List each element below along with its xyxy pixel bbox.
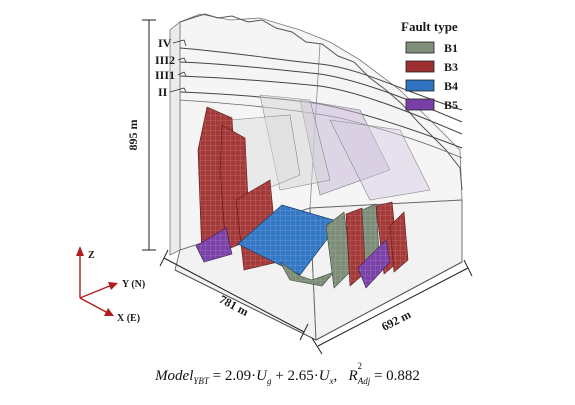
legend-label-b1: B1 — [444, 41, 458, 55]
fault-b5-left — [195, 227, 233, 263]
layer-label-iii2: III2 — [155, 53, 175, 67]
formula-dot1: · — [251, 368, 257, 384]
formula-var1-sub: g — [266, 376, 272, 386]
fault-transparent-2 — [259, 94, 331, 191]
width-y-tick-left — [311, 337, 323, 355]
formula-var1: U — [256, 368, 267, 384]
fault-b3-right-3 — [389, 211, 409, 273]
formula-coef1: 2.09 — [224, 368, 252, 384]
legend-items: B1 B3 B4 B5 — [405, 41, 458, 112]
leader-iii1 — [177, 71, 187, 77]
stratum-iv — [179, 47, 463, 111]
terrain-profile — [179, 13, 463, 191]
width-y-line — [317, 267, 469, 347]
legend-title: Fault type — [401, 19, 458, 34]
formula-plus: + — [275, 368, 288, 384]
formula-var2-sub: x — [329, 376, 334, 386]
z-axis-arrow — [76, 246, 84, 256]
leader-iii2 — [177, 57, 187, 63]
x-axis-line — [79, 297, 109, 314]
y-axis-arrow — [108, 282, 118, 290]
width-x-tick-left — [159, 249, 169, 267]
formula-var2: U — [318, 368, 330, 384]
formula-r2-sub: Adj — [357, 376, 371, 386]
x-axis-label: X (E) — [117, 313, 140, 324]
legend-swatch-b4 — [405, 79, 435, 92]
layer-label-iv: IV — [158, 36, 172, 50]
height-label: 895 m — [126, 120, 140, 151]
formula-r2-value: 0.882 — [386, 368, 420, 384]
formula-r2-sup: 2 — [357, 361, 363, 371]
coordinate-axes: Z Y (N) X (E) — [76, 246, 145, 324]
legend: Fault type B1 B3 B4 B5 — [401, 19, 458, 112]
formula-equals: = — [212, 368, 225, 384]
layer-label-ii: II — [158, 85, 168, 99]
formula-lhs-sub: YBT — [193, 376, 209, 386]
formula-r2-label: R — [348, 368, 358, 384]
y-axis-label: Y (N) — [122, 279, 145, 290]
layer-labels: IV III2 III1 II — [155, 36, 187, 99]
fault-transparent-3 — [329, 119, 431, 201]
leader-ii — [169, 87, 187, 93]
formula-coef2: 2.65 — [287, 368, 314, 384]
formula-lhs: Model — [155, 368, 194, 384]
legend-swatch-b3 — [405, 60, 435, 73]
layer-label-iii1: III1 — [155, 68, 175, 82]
fault-planes — [195, 94, 431, 289]
z-axis-label: Z — [88, 250, 95, 261]
fault-b5-right — [357, 239, 391, 289]
legend-label-b4: B4 — [444, 79, 458, 93]
leader-iv — [172, 39, 187, 47]
height-dimension: 895 m — [126, 19, 156, 251]
formula-dot2: · — [313, 368, 319, 384]
width-x-line — [163, 257, 305, 333]
formula-comma: , — [333, 368, 345, 384]
width-y-tick-right — [463, 259, 473, 277]
regression-formula: ModelYBT = 2.09·Ug + 2.65·Ux, R 2 Adj = 0.… — [0, 361, 575, 386]
width-x-tick-right — [299, 323, 309, 341]
block-left-face — [169, 21, 181, 256]
y-axis-line — [79, 284, 113, 299]
legend-label-b3: B3 — [444, 60, 458, 74]
legend-swatch-b1 — [405, 41, 435, 54]
legend-swatch-b5 — [405, 98, 435, 111]
legend-label-b5: B5 — [444, 98, 458, 112]
stratum-iii1 — [179, 75, 463, 135]
formula-equals2: = — [373, 368, 387, 384]
block-bottom-edge — [174, 261, 463, 341]
x-axis-arrow — [104, 308, 114, 316]
